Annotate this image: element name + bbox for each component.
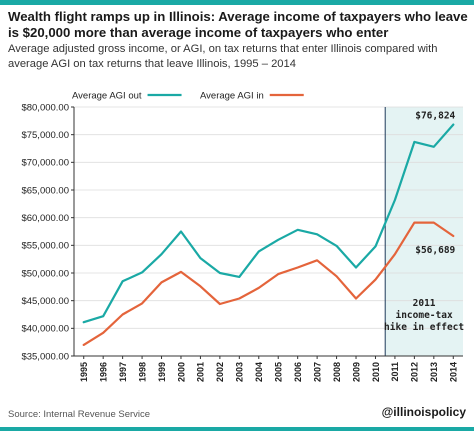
- y-tick-label: $70,000.00: [21, 158, 69, 169]
- legend-agi-in-label: Average AGI in: [200, 91, 264, 102]
- x-tick-label: 2011: [390, 362, 400, 382]
- x-tick-label: 2002: [215, 362, 225, 382]
- brand-handle: @illinoispolicy: [381, 405, 466, 419]
- x-tick-label: 1996: [98, 362, 108, 382]
- y-tick-label: $65,000.00: [21, 185, 69, 196]
- highlight-band: [385, 107, 463, 356]
- x-tick-label: 2005: [274, 362, 284, 382]
- highlight-annotation: income-tax: [395, 310, 452, 321]
- end-label-agi-out: $76,824: [415, 111, 455, 122]
- series-line-agi-in: [82, 221, 455, 346]
- x-tick-label: 2014: [449, 362, 459, 382]
- y-tick-label: $40,000.00: [21, 324, 69, 335]
- x-tick-label: 2008: [332, 362, 342, 382]
- top-accent-bar: [0, 0, 474, 5]
- x-tick-label: 2004: [254, 362, 264, 382]
- x-tick-label: 1998: [137, 362, 147, 382]
- x-tick-label: 2001: [196, 362, 206, 382]
- highlight-annotation: 2011: [413, 298, 436, 309]
- x-tick-label: 2006: [293, 362, 303, 382]
- x-tick-label: 2010: [371, 362, 381, 382]
- x-tick-label: 1999: [157, 362, 167, 382]
- x-tick-label: 2013: [429, 362, 439, 382]
- chart-title: Wealth flight ramps up in Illinois: Aver…: [8, 9, 468, 40]
- x-tick-label: 2003: [235, 362, 245, 382]
- y-tick-label: $75,000.00: [21, 130, 69, 141]
- y-tick-label: $60,000.00: [21, 213, 69, 224]
- series-line-agi-out: [82, 123, 455, 324]
- legend-agi-out-label: Average AGI out: [72, 91, 142, 102]
- source-note: Source: Internal Revenue Service: [8, 409, 151, 420]
- x-tick-label: 2009: [351, 362, 361, 382]
- bottom-accent-bar: [0, 427, 474, 431]
- y-tick-label: $35,000.00: [21, 351, 69, 362]
- x-tick-label: 2007: [312, 362, 322, 382]
- x-tick-label: 1997: [118, 362, 128, 382]
- y-tick-label: $50,000.00: [21, 268, 69, 279]
- x-tick-label: 2000: [176, 362, 186, 382]
- end-label-agi-in: $56,689: [415, 245, 455, 256]
- chart-subtitle: Average adjusted gross income, or AGI, o…: [8, 43, 438, 70]
- x-tick-label: 2012: [410, 362, 420, 382]
- highlight-annotation: hike in effect: [384, 322, 464, 333]
- y-tick-label: $45,000.00: [21, 296, 69, 307]
- y-tick-label: $80,000.00: [21, 102, 69, 113]
- x-tick-label: 1995: [79, 362, 89, 382]
- y-tick-label: $55,000.00: [21, 241, 69, 252]
